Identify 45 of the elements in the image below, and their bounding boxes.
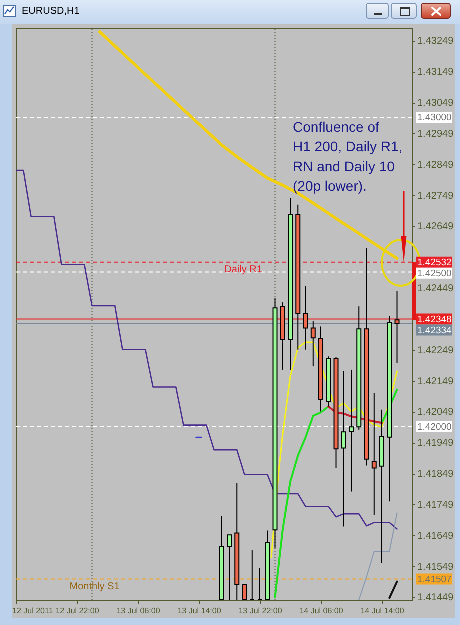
candlestick: [372, 392, 377, 516]
y-tick-label: 1.42149: [418, 376, 454, 388]
ref-line-label: 1.42500: [418, 268, 452, 280]
y-tick-label: 1.41849: [418, 469, 454, 480]
y-tick-label: 1.41449: [418, 592, 454, 604]
chart-title: EURUSD,H1: [22, 6, 80, 17]
ref-line-label: 1.42334: [418, 325, 452, 336]
annotation: Confluence of H1 200, Daily R1, RN and Daily 10 (20p lower).: [293, 119, 403, 194]
candlestick: [303, 286, 308, 350]
ref-line-label: 1.41507: [418, 574, 452, 586]
y-tick-label: 1.43149: [418, 67, 454, 78]
line-series: [358, 512, 398, 600]
annotation: Monthly S1: [70, 581, 120, 592]
candlestick: [349, 369, 354, 492]
x-tick-label: 13 Jul 14:00: [178, 606, 222, 616]
y-tick-label: 1.42849: [418, 160, 454, 171]
x-tick-label: 14 Jul 06:00: [300, 606, 344, 616]
candlestick: [310, 320, 316, 368]
ref-line-label: 1.42348: [418, 314, 452, 326]
ref-line-label: 1.42532: [418, 257, 452, 268]
y-tick-label: 1.41949: [418, 438, 454, 450]
y-tick-label: 1.42249: [418, 345, 454, 356]
y-tick-label: 1.41549: [418, 562, 454, 573]
y-tick-label: 1.41649: [418, 530, 454, 542]
x-tick-label: 12 Jul 2011: [12, 606, 54, 616]
x-tick-label: 13 Jul 06:00: [116, 606, 161, 616]
y-tick-label: 1.41749: [418, 500, 454, 511]
y-tick-label: 1.43249: [418, 36, 454, 48]
x-tick-label: 12 Jul 22:00: [56, 606, 100, 616]
y-tick-label: 1.42949: [418, 128, 454, 140]
y-tick-label: 1.42749: [418, 190, 454, 202]
annotation: Daily R1: [224, 264, 263, 276]
candlestick: [394, 290, 400, 364]
ref-line-label: 1.42000: [418, 422, 452, 433]
ref-line-label: 1.43000: [418, 112, 452, 124]
y-tick-label: 1.42049: [418, 407, 454, 418]
x-tick-label: 13 Jul 22:00: [238, 606, 283, 616]
line-series: [328, 406, 384, 424]
candlestick: [341, 371, 346, 528]
y-tick-label: 1.42449: [418, 284, 454, 295]
candlestick: [227, 534, 232, 600]
y-tick-label: 1.43049: [418, 98, 454, 110]
candlestick: [242, 584, 248, 600]
x-tick-label: 14 Jul 14:00: [360, 606, 405, 616]
y-tick-label: 1.42649: [418, 222, 454, 233]
